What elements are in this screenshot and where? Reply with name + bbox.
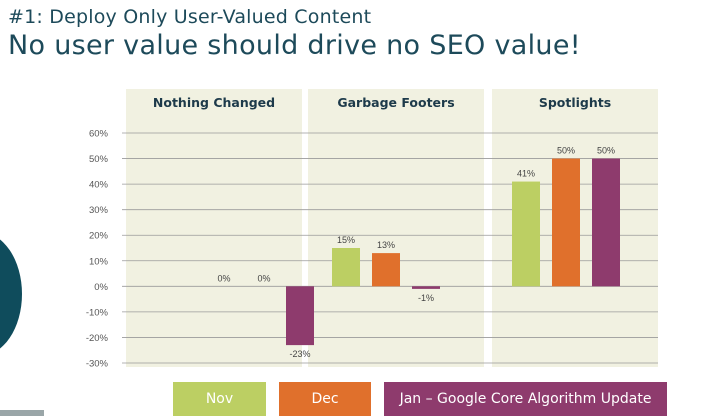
- slide-title: No user value should drive no SEO value!: [8, 30, 581, 61]
- y-tick-label: 60%: [89, 129, 109, 140]
- y-tick-label: 20%: [89, 231, 109, 242]
- slide-subtitle: #1: Deploy Only User-Valued Content: [8, 6, 372, 28]
- y-tick-label: 0%: [94, 282, 108, 293]
- y-tick-label: 30%: [89, 205, 109, 216]
- data-label: 13%: [377, 240, 395, 250]
- legend-label-jan: Jan – Google Core Algorithm Update: [399, 391, 652, 407]
- data-label: 0%: [217, 273, 230, 283]
- decorative-bar: [0, 410, 44, 416]
- y-tick-label: -10%: [86, 307, 109, 318]
- data-label: -1%: [418, 293, 434, 303]
- y-tick-label: 10%: [89, 256, 109, 267]
- decorative-circle: [0, 232, 22, 356]
- data-label: 15%: [337, 235, 355, 245]
- bar: [412, 286, 440, 289]
- category-title: Nothing Changed: [153, 95, 275, 110]
- legend-item-jan: Jan – Google Core Algorithm Update: [384, 382, 667, 416]
- category-title: Garbage Footers: [337, 95, 454, 110]
- bar: [372, 253, 400, 287]
- category-panel: [308, 89, 484, 367]
- bar: [332, 248, 360, 287]
- bar: [512, 181, 540, 287]
- data-label: 41%: [517, 169, 535, 179]
- data-label: 50%: [597, 146, 615, 156]
- bar-chart: 60% 50% 40% 30% 20% 10% 0% -10% -20% -30% Nothing …: [86, 89, 658, 370]
- bar: [552, 158, 580, 287]
- y-tick-label: -30%: [86, 359, 109, 370]
- legend-label-dec: Dec: [311, 391, 339, 407]
- category-title: Spotlights: [539, 95, 611, 110]
- legend-label-nov: Nov: [205, 391, 234, 407]
- y-tick-label: 40%: [89, 180, 109, 191]
- data-label: -23%: [289, 349, 310, 359]
- y-tick-label: 50%: [89, 154, 109, 165]
- category-panel: [126, 89, 302, 367]
- legend-item-dec: Dec: [279, 382, 371, 416]
- data-label: 0%: [257, 273, 270, 283]
- bar: [286, 286, 314, 346]
- legend-item-nov: Nov: [173, 382, 266, 416]
- y-tick-label: -20%: [86, 333, 109, 344]
- data-label: 50%: [557, 146, 575, 156]
- bar: [592, 158, 620, 287]
